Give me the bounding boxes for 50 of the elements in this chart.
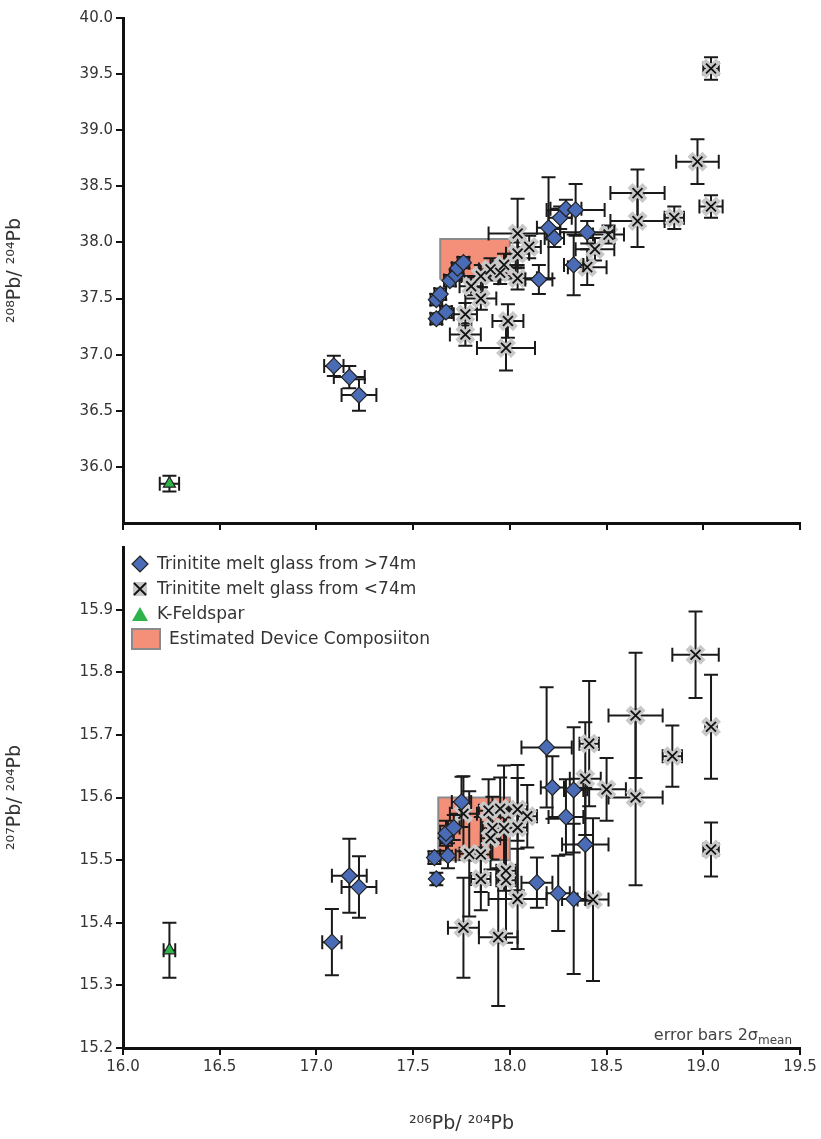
- y-tick-label: 15.8: [79, 662, 113, 681]
- y-tick-label: 40.0: [79, 7, 113, 26]
- y-tick-label: 39.0: [79, 120, 113, 139]
- x-tick-label: 16.0: [106, 1056, 140, 1075]
- y-axis-title: ²⁰⁷Pb/ ²⁰⁴Pb: [2, 744, 25, 851]
- point: [350, 386, 368, 404]
- legend-label: Trinitite melt glass from >74m: [157, 552, 417, 575]
- point: [578, 223, 596, 241]
- x-tick-label: 18.5: [589, 1056, 624, 1075]
- y-tick-label: 15.7: [79, 724, 113, 743]
- y-tick-label: 38.5: [79, 176, 113, 195]
- legend-label: Trinitite melt glass from <74m: [157, 577, 417, 600]
- point: [543, 778, 562, 797]
- point: [539, 219, 558, 237]
- x-tick-label: 17.5: [396, 1056, 430, 1075]
- y-tick-label: 15.5: [79, 850, 113, 869]
- x-axis-title: ²⁰⁶Pb/ ²⁰⁴Pb: [408, 1110, 515, 1133]
- point: [551, 209, 569, 227]
- point: [565, 890, 583, 908]
- point: [576, 835, 594, 854]
- y-tick-label: 15.2: [79, 1037, 113, 1056]
- point: [340, 368, 358, 386]
- y-axis-title: ²⁰⁸Pb/ ²⁰⁴Pb: [2, 217, 25, 324]
- legend-label: Estimated Device Composiiton: [169, 627, 430, 650]
- x-tick-label: 17.0: [299, 1056, 334, 1075]
- point: [567, 201, 585, 219]
- y-tick-label: 36.5: [79, 400, 113, 419]
- y-tick-label: 37.0: [79, 344, 113, 363]
- point: [528, 874, 546, 892]
- point: [557, 808, 575, 826]
- y-tick-label: 15.9: [79, 599, 113, 618]
- y-tick-label: 15.6: [79, 787, 113, 806]
- point: [162, 476, 177, 488]
- point: [538, 738, 556, 756]
- y-tick-label: 15.3: [79, 975, 113, 994]
- point: [340, 867, 358, 885]
- point: [549, 884, 567, 902]
- y-tick-label: 39.5: [79, 64, 113, 82]
- legend-label: K-Feldspar: [157, 602, 245, 625]
- point: [530, 270, 548, 289]
- point: [162, 942, 177, 955]
- y-tick-label: 15.4: [79, 912, 113, 931]
- x-tick-label: 18.0: [493, 1056, 527, 1075]
- x-tick-label: 16.5: [203, 1056, 237, 1075]
- y-tick-label: 36.0: [79, 456, 113, 475]
- point: [350, 878, 368, 896]
- y-tick-label: 37.5: [79, 288, 113, 307]
- x-tick-label: 19.0: [686, 1056, 720, 1075]
- y-tick-label: 38.0: [79, 232, 113, 251]
- x-tick-label: 19.5: [783, 1056, 817, 1075]
